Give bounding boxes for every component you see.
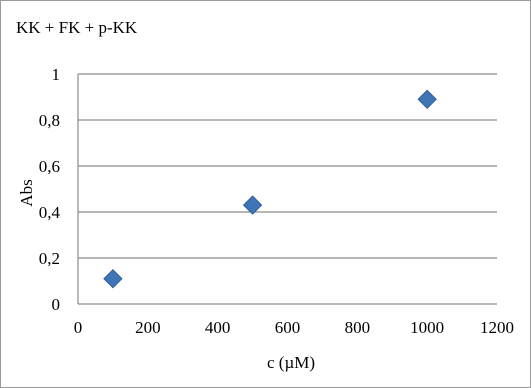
axes xyxy=(77,74,497,305)
y-tick-label: 0,2 xyxy=(39,249,60,268)
x-tick-label: 1000 xyxy=(410,318,444,337)
y-tick-label: 0,6 xyxy=(39,157,60,176)
data-point xyxy=(103,268,123,289)
tick-labels: 0 0,2 0,4 0,6 0,8 1 0 200 400 600 800 1000 1200 xyxy=(39,65,514,337)
chart-title: KK + FK + p-KK xyxy=(16,18,138,37)
x-tick-label: 200 xyxy=(135,318,161,337)
x-tick-label: 800 xyxy=(345,318,371,337)
y-tick-label: 0,4 xyxy=(39,203,61,222)
y-tick-label: 1 xyxy=(52,65,61,84)
data-points xyxy=(103,89,437,289)
x-tick-label: 400 xyxy=(205,318,231,337)
x-tick-label: 600 xyxy=(275,318,301,337)
data-point xyxy=(242,195,263,215)
x-axis-label: c (µM) xyxy=(267,353,315,372)
gridlines xyxy=(78,73,497,259)
x-tick-label: 0 xyxy=(74,318,83,337)
y-tick-label: 0 xyxy=(52,295,61,314)
data-point xyxy=(417,89,437,110)
x-tick-label: 1200 xyxy=(480,318,514,337)
y-axis-label: Abs xyxy=(17,179,36,206)
y-tick-label: 0,8 xyxy=(39,111,60,130)
